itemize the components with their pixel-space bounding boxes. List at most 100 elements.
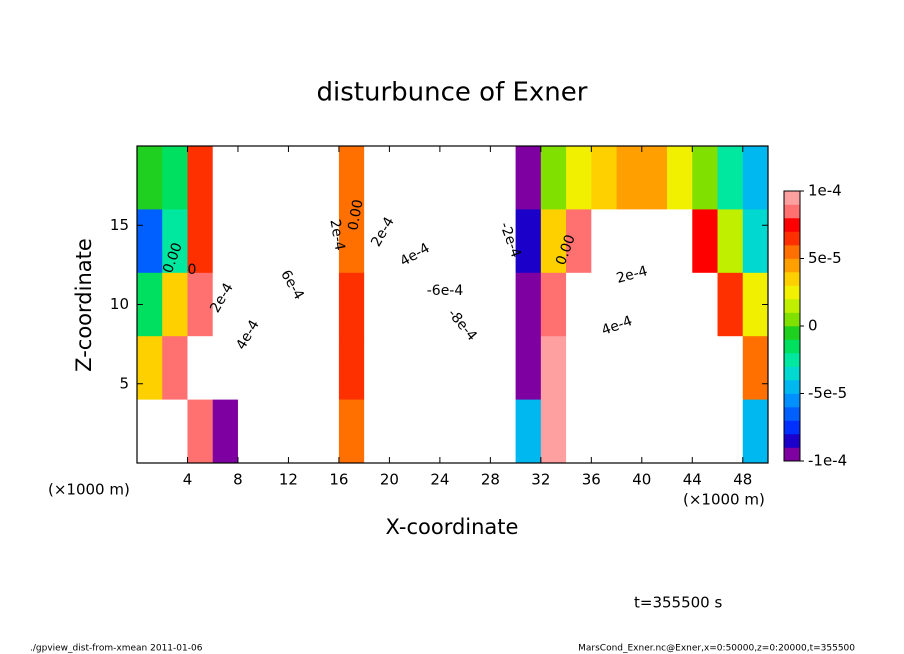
cell bbox=[313, 272, 340, 337]
cell bbox=[338, 146, 365, 210]
cell bbox=[414, 209, 441, 274]
cell bbox=[212, 336, 239, 401]
cell bbox=[717, 272, 744, 337]
cell bbox=[641, 209, 668, 274]
contour-label: 0.00 bbox=[345, 198, 366, 231]
cell bbox=[439, 399, 466, 463]
cell bbox=[490, 146, 517, 210]
cell bbox=[162, 209, 188, 274]
cell bbox=[288, 336, 315, 401]
cell bbox=[717, 146, 744, 210]
colorbar-label: 1e-4 bbox=[808, 182, 842, 200]
cell bbox=[667, 336, 693, 401]
cell bbox=[667, 146, 693, 210]
cell bbox=[263, 272, 289, 337]
cell bbox=[439, 209, 466, 274]
cell bbox=[237, 399, 264, 463]
cell bbox=[667, 209, 693, 274]
cell bbox=[439, 272, 466, 337]
colorbar-label: 5e-5 bbox=[808, 249, 842, 267]
cell bbox=[212, 146, 239, 210]
cell bbox=[313, 336, 340, 401]
cell bbox=[616, 336, 643, 401]
cell bbox=[616, 399, 643, 463]
cell bbox=[742, 336, 768, 401]
cell bbox=[338, 272, 365, 337]
colorbar-swatch bbox=[784, 339, 800, 354]
cell bbox=[540, 336, 567, 401]
cell bbox=[364, 209, 390, 274]
x-tick-label: 12 bbox=[279, 471, 298, 489]
cell bbox=[414, 272, 441, 337]
cell bbox=[667, 272, 693, 337]
colorbar-swatch bbox=[784, 285, 800, 300]
x-axis-label: X-coordinate bbox=[386, 515, 519, 539]
cell bbox=[742, 146, 768, 210]
cell bbox=[540, 399, 567, 463]
cell bbox=[212, 272, 239, 337]
cell bbox=[389, 399, 416, 463]
colorbar-swatch bbox=[784, 353, 800, 367]
cell bbox=[490, 399, 517, 463]
cell bbox=[364, 336, 390, 401]
x-tick-label: 36 bbox=[582, 471, 601, 489]
colorbar-swatch bbox=[784, 434, 800, 448]
cell bbox=[187, 272, 214, 337]
colorbar-swatch bbox=[784, 299, 800, 313]
cell bbox=[591, 146, 618, 210]
cell bbox=[515, 336, 542, 401]
cell bbox=[591, 272, 618, 337]
cell bbox=[742, 399, 768, 463]
colorbar-swatch bbox=[784, 312, 800, 327]
cell bbox=[515, 272, 542, 337]
contour-label: -6e-4 bbox=[427, 283, 464, 299]
cell bbox=[465, 146, 491, 210]
cell bbox=[465, 272, 491, 337]
x-tick-label: 8 bbox=[233, 471, 243, 489]
cell bbox=[439, 146, 466, 210]
x-tick-label: 40 bbox=[632, 471, 651, 489]
cell bbox=[439, 336, 466, 401]
contour-label: 0 bbox=[188, 262, 197, 278]
cell bbox=[692, 146, 719, 210]
x-tick-label: 28 bbox=[481, 471, 500, 489]
cell bbox=[389, 336, 416, 401]
cell bbox=[212, 209, 239, 274]
colorbar-swatch bbox=[784, 231, 800, 246]
cell bbox=[465, 336, 491, 401]
y-unit: (×1000 m) bbox=[48, 481, 130, 499]
y-tick-label: 10 bbox=[110, 295, 129, 313]
cell bbox=[137, 146, 163, 210]
cell bbox=[692, 399, 719, 463]
y-axis-label: Z-coordinate bbox=[72, 238, 96, 372]
x-tick-label: 24 bbox=[430, 471, 449, 489]
cell bbox=[237, 336, 264, 401]
x-tick-label: 16 bbox=[329, 471, 348, 489]
cell bbox=[162, 272, 188, 337]
cell bbox=[540, 146, 567, 210]
cell bbox=[515, 146, 542, 210]
cell bbox=[364, 146, 390, 210]
cell bbox=[137, 209, 163, 274]
cell bbox=[162, 146, 188, 210]
cell bbox=[641, 272, 668, 337]
cell bbox=[717, 209, 744, 274]
colorbar-swatch bbox=[784, 191, 800, 205]
cell bbox=[490, 272, 517, 337]
cell bbox=[288, 272, 315, 337]
y-tick-label: 5 bbox=[119, 374, 129, 392]
cell bbox=[591, 399, 618, 463]
cell bbox=[187, 336, 214, 401]
cell bbox=[313, 399, 340, 463]
colorbar-swatch bbox=[784, 420, 800, 435]
cell bbox=[490, 336, 517, 401]
cell bbox=[313, 146, 340, 210]
cell bbox=[187, 399, 214, 463]
colorbar-swatch bbox=[784, 393, 800, 408]
cell bbox=[263, 209, 289, 274]
colorbar-swatch bbox=[784, 366, 800, 381]
x-tick-label: 32 bbox=[531, 471, 550, 489]
cell bbox=[641, 399, 668, 463]
colorbar-swatch bbox=[784, 218, 800, 232]
cell bbox=[641, 146, 668, 210]
